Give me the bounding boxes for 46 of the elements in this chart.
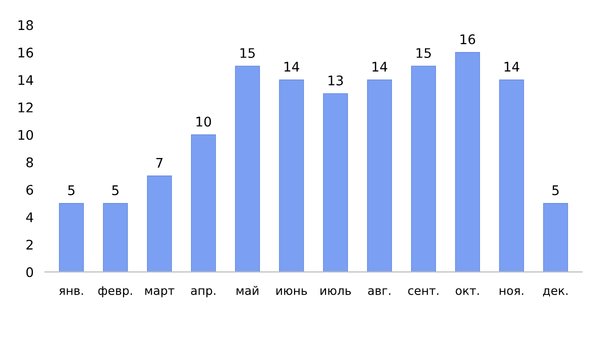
y-tick-label: 14 <box>18 75 34 85</box>
x-tick-label: февр. <box>98 286 132 298</box>
y-tick-label: 0 <box>26 267 34 278</box>
y-tick-label: 4 <box>26 212 34 222</box>
data-label: 5 <box>112 185 118 196</box>
bar <box>543 202 568 272</box>
y-tick-label: 12 <box>18 102 33 112</box>
bar <box>191 134 216 272</box>
x-tick-label: ноя. <box>500 288 524 295</box>
data-label: 16 <box>460 34 476 44</box>
data-label: 14 <box>504 62 520 72</box>
data-label: 5 <box>68 185 74 196</box>
bar <box>323 93 348 272</box>
bar <box>58 202 84 272</box>
data-label: 13 <box>328 75 343 86</box>
data-label: 10 <box>196 116 211 127</box>
y-tick-label: 2 <box>26 240 33 250</box>
bar <box>102 202 128 272</box>
bar <box>279 79 304 272</box>
bar <box>367 79 392 272</box>
bar <box>411 66 436 272</box>
x-tick-label: дек. <box>543 288 568 296</box>
x-tick-label: окт. <box>456 288 479 295</box>
y-tick-label: 16 <box>18 48 34 58</box>
data-label: 15 <box>240 48 255 58</box>
y-tick-label: 10 <box>18 130 34 140</box>
x-tick-label: июль <box>320 288 351 295</box>
x-tick-label: авг. <box>368 288 390 295</box>
x-tick-label: апр. <box>191 288 216 298</box>
bar <box>455 52 480 272</box>
bar <box>235 66 260 272</box>
data-label: 7 <box>156 158 163 168</box>
data-label: 15 <box>416 48 431 58</box>
x-tick-label: май <box>236 286 258 295</box>
x-tick-label: март <box>145 288 174 298</box>
y-tick-label: 6 <box>26 184 34 195</box>
data-label: 14 <box>372 62 388 72</box>
data-label: 14 <box>284 62 300 72</box>
y-tick-label: 8 <box>26 157 33 168</box>
y-tick-label: 18 <box>18 20 33 30</box>
data-label: 5 <box>552 185 559 196</box>
x-tick-label: сент. <box>408 288 438 295</box>
x-tick-label: июнь <box>276 288 307 295</box>
bar <box>499 79 524 272</box>
bar <box>146 176 172 272</box>
x-tick-label: янв. <box>59 288 83 295</box>
